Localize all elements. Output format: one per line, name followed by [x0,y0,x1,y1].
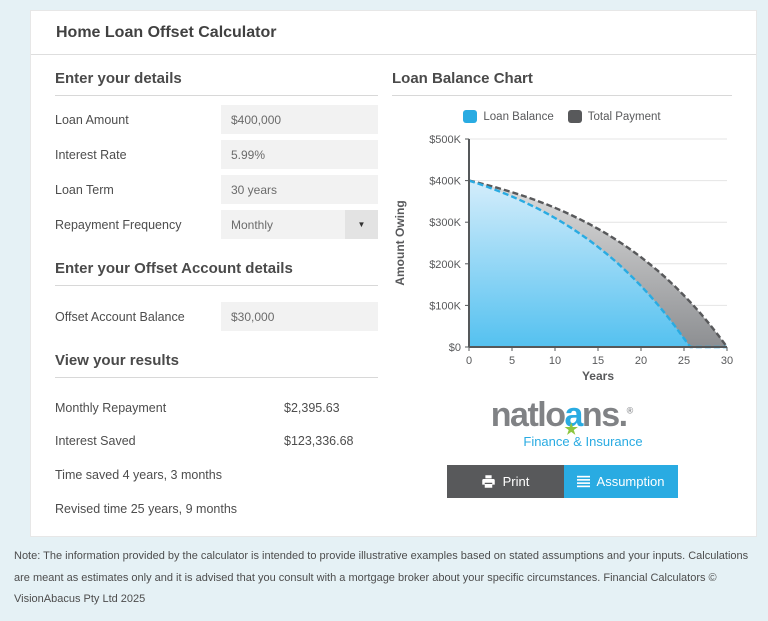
field-row-loan-amount: Loan Amount $400,000 [55,105,378,134]
chevron-down-icon[interactable]: ▼ [345,210,378,239]
inputs-column: Enter your details Loan Amount $400,000 … [55,55,378,516]
offset-fields: Offset Account Balance $30,000 [55,302,378,331]
interest-saved-value: $123,336.68 [284,434,354,448]
svg-text:25: 25 [678,355,690,367]
logo-tagline: Finance & Insurance [523,434,643,449]
natloans-logo-text: natloa ★ ns.® [392,396,732,438]
field-row-offset-balance: Offset Account Balance $30,000 [55,302,378,331]
time-saved-note: Time saved 4 years, 3 months [55,468,222,482]
svg-text:5: 5 [509,355,515,367]
printer-icon [481,474,496,489]
action-buttons: Print Assumption [392,465,732,498]
svg-text:$200K: $200K [429,259,461,271]
svg-text:30: 30 [721,355,733,367]
loan-amount-value: $400,000 [231,112,282,127]
logo-text-blue-a: a ★ [564,396,584,438]
interest-rate-label: Interest Rate [55,147,127,162]
registered-mark: ® [626,405,634,416]
interest-saved-label: Interest Saved [55,434,136,448]
repayment-frequency-label: Repayment Frequency [55,217,182,232]
loan-amount-input[interactable]: $400,000 [221,105,378,134]
svg-text:20: 20 [635,355,647,367]
chart-heading: Loan Balance Chart [392,55,732,96]
field-row-repayment-frequency: Repayment Frequency Monthly ▼ [55,210,378,239]
legend-label-loan-balance: Loan Balance [483,110,554,123]
svg-text:10: 10 [549,355,561,367]
calculator-card: Home Loan Offset Calculator Enter your d… [30,10,757,537]
field-row-interest-rate: Interest Rate 5.99% [55,140,378,169]
legend-item-total-payment: Total Payment [567,110,661,123]
results-block: Monthly Repayment $2,395.63 Interest Sav… [55,401,378,516]
legend-item-loan-balance: Loan Balance [463,110,554,123]
chart-legend: Loan Balance Total Payment [392,110,732,123]
repayment-frequency-select[interactable]: Monthly ▼ [221,210,378,239]
svg-text:$0: $0 [449,342,461,354]
interest-rate-input[interactable]: 5.99% [221,140,378,169]
monthly-repayment-label: Monthly Repayment [55,401,167,415]
interest-rate-value: 5.99% [231,147,266,162]
svg-text:0: 0 [466,355,472,367]
svg-text:$500K: $500K [429,134,461,146]
result-row-monthly-repayment: Monthly Repayment $2,395.63 [55,401,378,415]
offset-balance-value: $30,000 [231,309,275,324]
print-button-label: Print [502,474,530,489]
svg-text:Amount Owing: Amount Owing [393,200,407,285]
repayment-frequency-value: Monthly [231,217,274,232]
content-columns: Enter your details Loan Amount $400,000 … [31,55,756,516]
natloans-logo: natloa ★ ns.® Finance & Insurance [392,398,732,449]
loan-term-input[interactable]: 30 years [221,175,378,204]
legend-swatch-loan-balance [463,110,478,123]
revised-time-note: Revised time 25 years, 9 months [55,502,238,516]
loan-term-value: 30 years [231,182,278,197]
print-button[interactable]: Print [446,465,564,498]
loan-term-label: Loan Term [55,182,114,197]
svg-text:$300K: $300K [429,217,461,229]
page-title: Home Loan Offset Calculator [31,11,756,55]
monthly-repayment-value: $2,395.63 [284,401,340,415]
result-row-interest-saved: Interest Saved $123,336.68 [55,434,378,448]
svg-text:Years: Years [582,369,614,383]
offset-heading: Enter your Offset Account details [55,245,378,286]
loan-amount-label: Loan Amount [55,112,129,127]
legend-label-total-payment: Total Payment [587,110,661,123]
svg-text:15: 15 [592,355,604,367]
field-row-loan-term: Loan Term 30 years [55,175,378,204]
disclaimer-note: Note: The information provided by the ca… [14,550,749,605]
star-icon: ★ [564,421,578,438]
loan-balance-chart: 0 5 10 15 20 25 30 $0 $100K $200K $300K $400K $500K Y… [393,134,733,383]
offset-balance-label: Offset Account Balance [55,309,185,324]
logo-text-gray-2: ns [581,396,620,434]
assumption-button[interactable]: Assumption [563,465,678,498]
assumption-button-label: Assumption [596,474,665,489]
logo-text-gray-1: natlo [490,396,566,434]
svg-text:$400K: $400K [429,176,461,188]
list-icon [576,475,590,488]
logo-period: . [618,396,628,434]
svg-text:$100K: $100K [429,300,461,312]
details-heading: Enter your details [55,55,378,96]
offset-balance-input[interactable]: $30,000 [221,302,378,331]
results-heading: View your results [55,337,378,378]
chart-column: Loan Balance Chart Loan Balance Total Pa… [392,55,733,516]
legend-swatch-total-payment [567,110,582,123]
details-fields: Loan Amount $400,000 Interest Rate 5.99%… [55,105,378,239]
